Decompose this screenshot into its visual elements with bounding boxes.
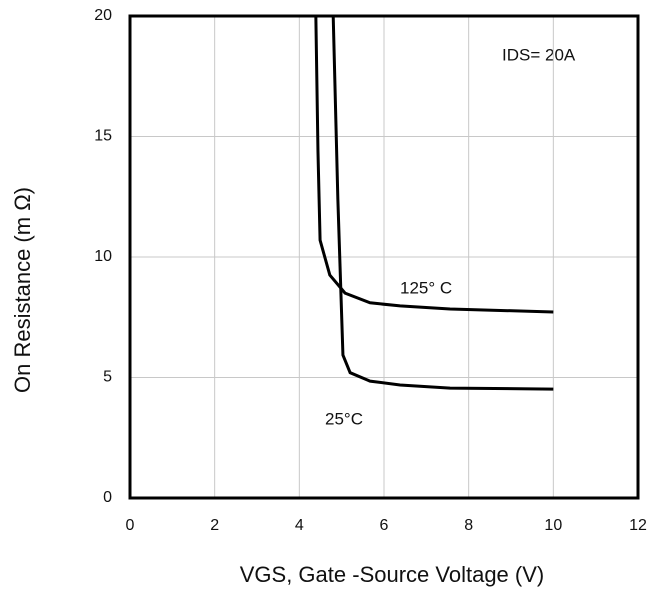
annotation: IDS= 20A: [502, 45, 576, 64]
x-tick-label: 4: [295, 517, 304, 534]
y-tick-label: 20: [94, 7, 112, 24]
y-tick-label: 10: [94, 248, 112, 265]
x-tick-label: 6: [380, 517, 389, 534]
y-axis-title: On Resistance (m Ω): [10, 187, 35, 393]
y-tick-label: 0: [103, 489, 112, 506]
x-axis-title: VGS, Gate -Source Voltage (V): [240, 562, 544, 587]
line-series: [314, 15, 554, 314]
series-label: 25°C: [325, 409, 363, 428]
x-tick-label: 2: [210, 517, 219, 534]
x-tick-label: 10: [544, 517, 562, 534]
series-label: 125° C: [400, 278, 452, 297]
y-tick-label: 5: [103, 369, 112, 386]
y-tick-label: 15: [94, 128, 112, 145]
x-tick-label: 0: [126, 517, 135, 534]
x-tick-label: 12: [629, 517, 647, 534]
line-series: [331, 15, 554, 391]
x-tick-label: 8: [464, 517, 473, 534]
plot-frame: [128, 14, 640, 500]
